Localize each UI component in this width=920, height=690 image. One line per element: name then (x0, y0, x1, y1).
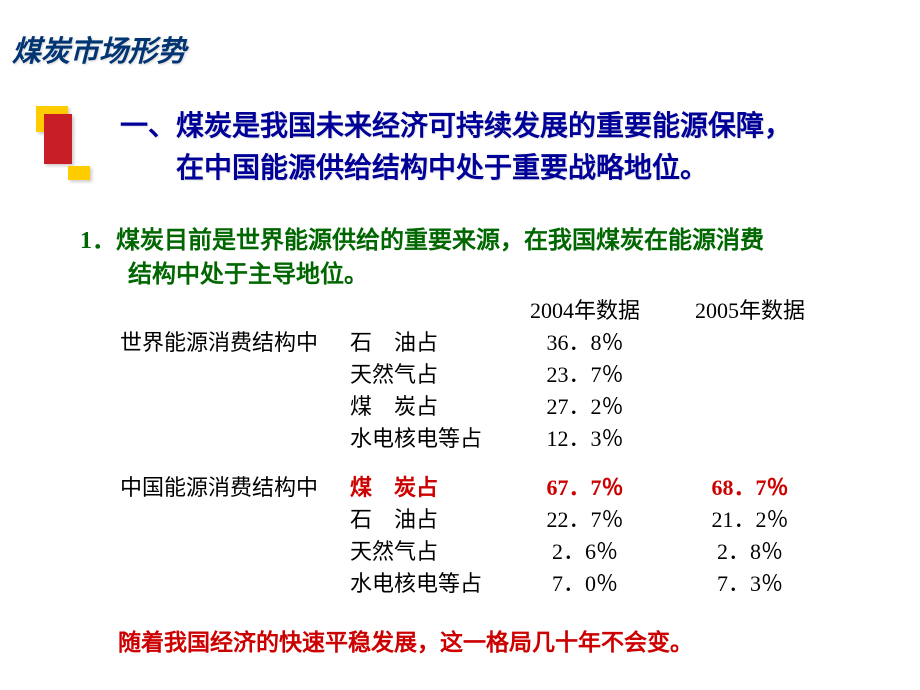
china-coal-2005: 68．7％ (670, 472, 830, 504)
china-hydro-2005: 7．3％ (670, 568, 830, 600)
china-coal-label: 煤 炭占 (350, 472, 500, 504)
china-oil-row: 石 油占22．7％21．2％ (120, 504, 830, 536)
world-gas-label: 天然气占 (350, 359, 500, 391)
china-hydro-row: 水电核电等占7．0％7．3％ (120, 568, 830, 600)
sub-heading: 1．煤炭目前是世界能源供给的重要来源，在我国煤炭在能源消费 结构中处于主导地位。 (80, 225, 880, 292)
heading-line1: 一、煤炭是我国未来经济可持续发展的重要能源保障， (120, 106, 890, 148)
deco-red (44, 114, 72, 164)
deco-yellow-bottom (68, 166, 90, 180)
china-oil-label: 石 油占 (350, 504, 500, 536)
world-group-label: 世界能源消费结构中 (120, 327, 350, 359)
china-oil-2004: 22．7％ (500, 504, 670, 536)
world-coal-row: 煤 炭占27．2％ (120, 391, 830, 423)
china-gas-2004: 2．6％ (500, 536, 670, 568)
header-2005: 2005年数据 (670, 295, 830, 327)
china-oil-2005: 21．2％ (670, 504, 830, 536)
table-header-row: 2004年数据2005年数据 (120, 295, 830, 327)
china-group-label: 中国能源消费结构中 (120, 472, 350, 504)
world-coal-2004: 27．2％ (500, 391, 670, 423)
world-coal-label: 煤 炭占 (350, 391, 500, 423)
footer-note: 随着我国经济的快速平稳发展，这一格局几十年不会变。 (118, 623, 693, 657)
world-hydro-label: 水电核电等占 (350, 423, 500, 455)
subheading-line1: 1．煤炭目前是世界能源供给的重要来源，在我国煤炭在能源消费 (80, 225, 880, 259)
heading-line2: 在中国能源供给结构中处于重要战略地位。 (176, 148, 890, 190)
world-hydro-row: 水电核电等占12．3％ (120, 423, 830, 455)
world-gas-row: 天然气占23．7％ (120, 359, 830, 391)
world-oil-2004: 36．8％ (500, 327, 670, 359)
section-heading: 一、煤炭是我国未来经济可持续发展的重要能源保障， 在中国能源供给结构中处于重要战… (120, 106, 890, 190)
china-coal-row: 中国能源消费结构中煤 炭占67．7％68．7％ (120, 472, 830, 504)
header-2004: 2004年数据 (500, 295, 670, 327)
china-gas-2005: 2．8％ (670, 536, 830, 568)
world-oil-label: 石 油占 (350, 327, 500, 359)
world-hydro-2004: 12．3％ (500, 423, 670, 455)
page-title: 煤炭市场形势 (12, 28, 186, 70)
china-gas-row: 天然气占2．6％2．8％ (120, 536, 830, 568)
world-gas-2004: 23．7％ (500, 359, 670, 391)
china-hydro-2004: 7．0％ (500, 568, 670, 600)
china-gas-label: 天然气占 (350, 536, 500, 568)
china-coal-2004: 67．7％ (500, 472, 670, 504)
world-oil-row: 世界能源消费结构中石 油占36．8％ (120, 327, 830, 359)
subheading-line2: 结构中处于主导地位。 (128, 259, 880, 293)
china-hydro-label: 水电核电等占 (350, 568, 500, 600)
data-table: 2004年数据2005年数据 世界能源消费结构中石 油占36．8％ 天然气占23… (120, 295, 830, 600)
